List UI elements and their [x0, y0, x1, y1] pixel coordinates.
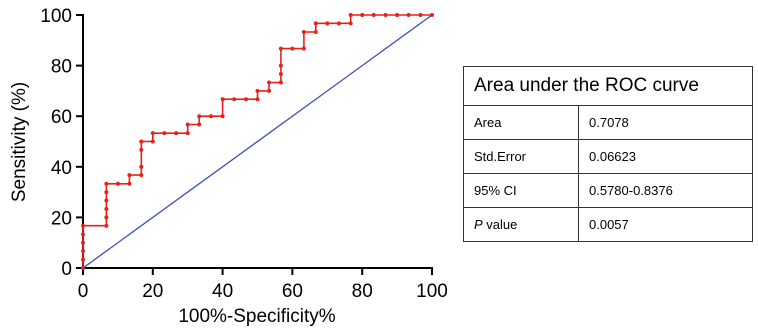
roc-point [371, 13, 376, 17]
p-label-rest: value [482, 217, 518, 232]
roc-point [104, 215, 109, 220]
row-label-ci: 95% CI [464, 174, 579, 207]
roc-point [104, 190, 109, 195]
roc-point [150, 131, 155, 136]
y-tick-label: 80 [51, 57, 72, 78]
roc-point [104, 198, 109, 203]
tick-labels: 0 20 40 60 80 100 0 20 40 60 80 100 [40, 6, 448, 302]
auc-table: Area under the ROC curve Area 0.7078 Std… [463, 66, 753, 242]
roc-point [336, 21, 341, 26]
y-axis-title: Sensitivity (%) [9, 82, 30, 202]
roc-point [162, 131, 167, 136]
series-layer [81, 13, 434, 270]
y-tick-label: 100 [40, 6, 72, 27]
roc-point [81, 257, 85, 262]
x-tick-label: 40 [212, 281, 233, 302]
roc-point [209, 114, 214, 119]
roc-point [139, 173, 144, 178]
x-tick-label: 20 [142, 281, 163, 302]
roc-point [185, 131, 190, 136]
roc-point [150, 139, 155, 144]
roc-point [139, 164, 144, 169]
y-tick-label: 20 [51, 208, 72, 229]
roc-point [301, 29, 306, 34]
roc-point [104, 223, 109, 228]
roc-point [104, 181, 109, 186]
roc-point [220, 97, 225, 102]
y-tick-label: 40 [51, 158, 72, 179]
auc-table-title: Area under the ROC curve [464, 67, 752, 106]
p-symbol: P [474, 217, 483, 232]
roc-point [185, 122, 190, 127]
roc-point [348, 21, 353, 26]
row-value-std-error: 0.06623 [589, 149, 636, 164]
roc-point [267, 88, 272, 93]
table-row: Area 0.7078 [464, 106, 752, 140]
roc-point [418, 13, 423, 17]
x-tick-label: 0 [78, 281, 89, 302]
x-tick-label: 60 [282, 281, 303, 302]
table-row: P value 0.0057 [464, 208, 752, 241]
roc-point [243, 97, 248, 102]
y-tick-label: 60 [51, 107, 72, 128]
roc-point [115, 181, 120, 186]
roc-point [360, 13, 365, 17]
roc-point [81, 240, 85, 245]
roc-point [301, 46, 306, 51]
roc-point [139, 139, 144, 144]
roc-point [197, 122, 202, 127]
x-axis-title: 100%-Specificity% [178, 306, 335, 327]
table-row: Std.Error 0.06623 [464, 140, 752, 174]
roc-point [348, 13, 353, 17]
roc-point [81, 232, 85, 237]
x-tick-label: 100 [416, 281, 448, 302]
roc-point [255, 97, 260, 102]
row-label-std-error: Std.Error [464, 140, 579, 173]
roc-point [383, 13, 388, 17]
roc-point [313, 29, 318, 34]
row-value-area: 0.7078 [589, 115, 629, 130]
roc-point [395, 13, 400, 17]
roc-point [313, 21, 318, 26]
roc-point [81, 223, 85, 228]
roc-point [406, 13, 411, 17]
roc-point [278, 71, 283, 76]
roc-point [325, 21, 330, 26]
x-tick-label: 80 [352, 281, 373, 302]
roc-point [278, 63, 283, 68]
roc-chart: 0 20 40 60 80 100 0 20 40 60 80 100 100%-Specificit… [9, 6, 448, 327]
roc-point [174, 131, 179, 136]
y-tick-label: 0 [61, 259, 72, 280]
roc-point [104, 207, 109, 212]
row-value-ci: 0.5780-0.8376 [589, 183, 673, 198]
row-label-area: Area [464, 106, 579, 139]
roc-point [197, 114, 202, 119]
row-label-p-value: P value [464, 208, 579, 241]
row-value-p-value: 0.0057 [589, 217, 629, 232]
roc-point [127, 173, 132, 178]
roc-point [278, 80, 283, 85]
reference-diagonal-line [82, 14, 433, 269]
roc-point [278, 46, 283, 51]
roc-point [232, 97, 237, 102]
roc-point [290, 46, 295, 51]
roc-point [267, 80, 272, 85]
roc-point [139, 147, 144, 152]
roc-point [220, 114, 225, 119]
roc-point [255, 88, 260, 93]
roc-point [81, 249, 85, 254]
roc-point [127, 181, 132, 186]
table-row: 95% CI 0.5780-0.8376 [464, 174, 752, 208]
